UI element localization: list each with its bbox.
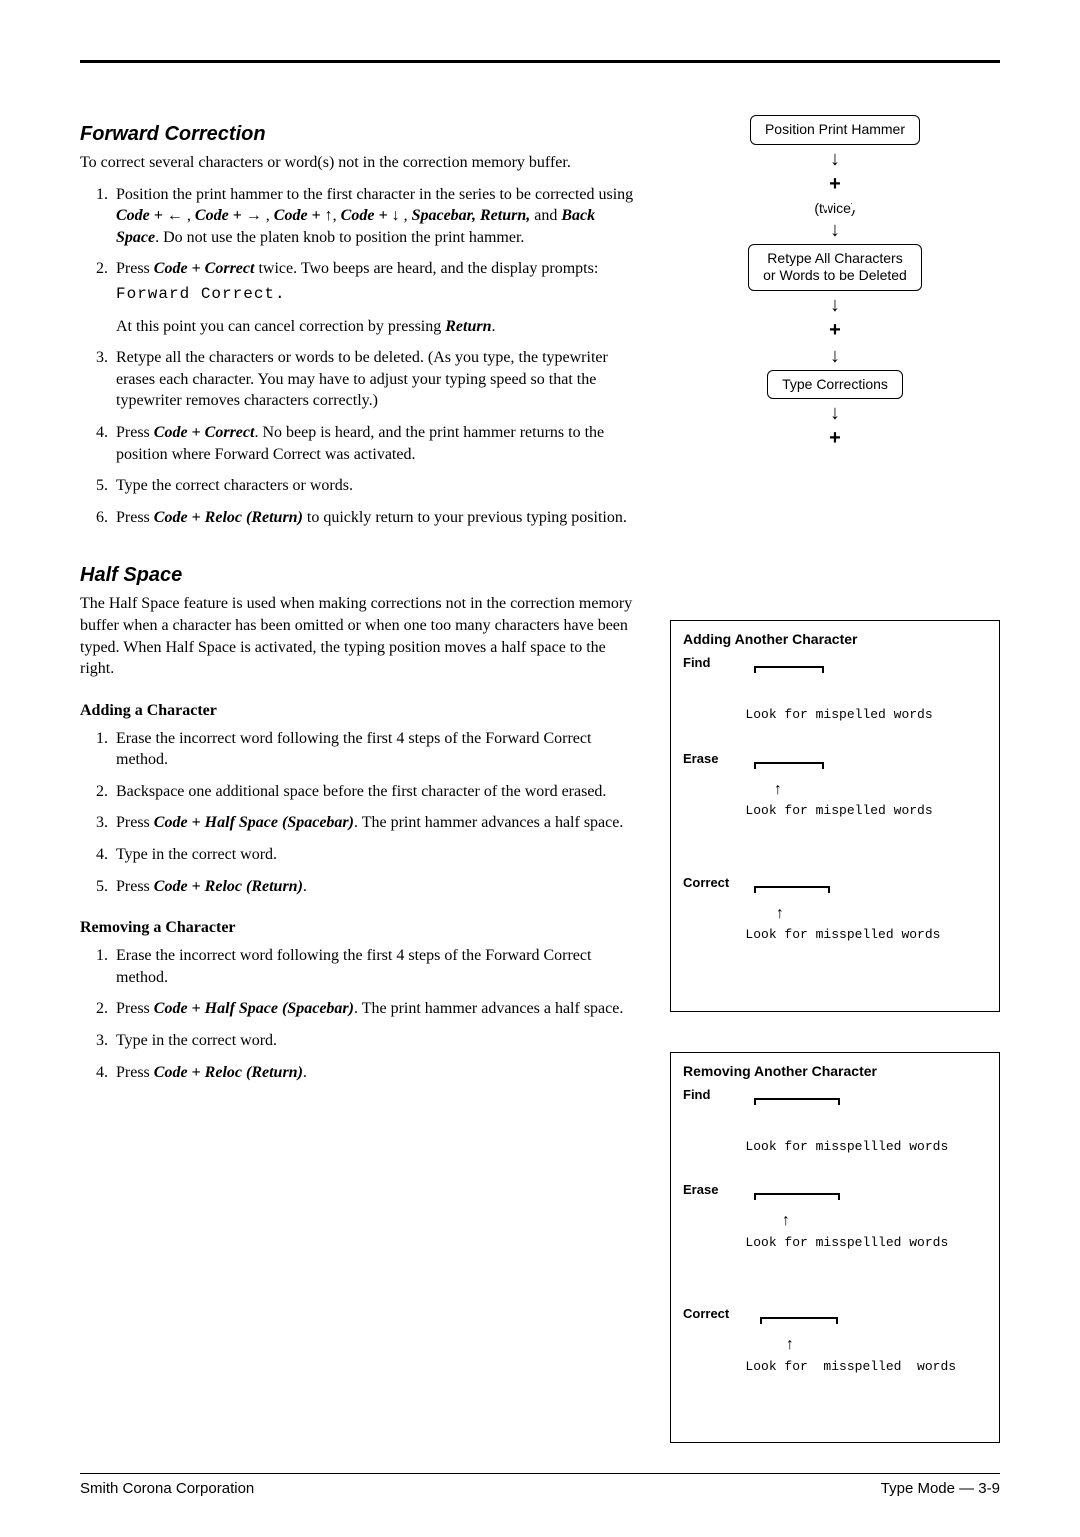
example-add-title: Adding Another Character xyxy=(683,631,987,647)
removing-character-steps: Erase the incorrect word following the f… xyxy=(80,945,640,1083)
forward-correction-steps: Position the print hammer to the first c… xyxy=(80,184,640,529)
example-add-find-label: Find xyxy=(683,655,987,670)
page-footer: Smith Corona Corporation Type Mode — 3-9 xyxy=(80,1473,1000,1497)
fc-step-3: Retype all the characters or words to be… xyxy=(112,347,640,412)
fc-step-4: Press Code + Correct. No beep is heard, … xyxy=(112,422,640,465)
rem-step-2: Press Code + Half Space (Spacebar). The … xyxy=(112,998,640,1020)
fc-step-6: Press Code + Reloc (Return) to quickly r… xyxy=(112,507,640,529)
bracket-icon xyxy=(754,1193,840,1200)
footer-left: Smith Corona Corporation xyxy=(80,1480,254,1497)
left-column: Forward Correction To correct several ch… xyxy=(80,123,640,1443)
bracket-icon xyxy=(754,762,824,769)
removing-character-heading: Removing a Character xyxy=(80,919,640,937)
arrow-up-icon: ↑ xyxy=(773,782,783,798)
example-add-erase-label: Erase xyxy=(683,751,987,766)
add-step-1: Erase the incorrect word following the f… xyxy=(112,728,640,771)
top-rule xyxy=(80,60,1000,63)
arrow-down-icon: ↓ xyxy=(830,220,840,240)
rem-step-1: Erase the incorrect word following the f… xyxy=(112,945,640,988)
example-add-erase-line: Look for mispelled words ↑ xyxy=(683,766,987,857)
bracket-icon xyxy=(754,1098,840,1105)
bracket-icon xyxy=(754,666,824,673)
footer-right: Type Mode — 3-9 xyxy=(881,1480,1000,1497)
example-removing-character: Removing Another Character Find Look for… xyxy=(670,1052,1000,1444)
example-rem-find-line: Look for misspellled words xyxy=(683,1102,987,1175)
flowchart-retype-box: Retype All Characters or Words to be Del… xyxy=(748,244,922,291)
add-step-4: Type in the correct word. xyxy=(112,844,640,866)
fc-step-2: Press Code + Correct twice. Two beeps ar… xyxy=(112,258,640,337)
rem-step-3: Type in the correct word. xyxy=(112,1030,640,1052)
arrow-down-icon: ↓ xyxy=(830,403,840,423)
example-add-correct-line: Look for misspelled words ↑ xyxy=(683,890,987,981)
half-space-intro: The Half Space feature is used when maki… xyxy=(80,593,640,679)
arrow-up-icon: ↑ xyxy=(775,906,785,922)
rem-step-4: Press Code + Reloc (Return). xyxy=(112,1062,640,1084)
page-body: Forward Correction To correct several ch… xyxy=(80,123,1000,1443)
right-column: Position Print Hammer ↓ Code + Correct (… xyxy=(670,123,1000,1443)
bracket-icon xyxy=(760,1317,838,1324)
flowchart: Position Print Hammer ↓ Code + Correct (… xyxy=(670,115,1000,450)
example-add-correct-label: Correct xyxy=(683,875,987,890)
example-add-find-line: Look for mispelled words xyxy=(683,670,987,743)
bracket-icon xyxy=(754,886,830,893)
arrow-up-icon: ↑ xyxy=(781,1213,791,1229)
half-space-heading: Half Space xyxy=(80,564,640,587)
arrow-up-icon: ↑ xyxy=(785,1337,795,1353)
flowchart-type-corrections: Type Corrections xyxy=(767,370,903,400)
arrow-down-icon: ↓ xyxy=(830,149,840,169)
example-rem-erase-line: Look for misspellled words ↑ xyxy=(683,1197,987,1288)
example-adding-character: Adding Another Character Find Look for m… xyxy=(670,620,1000,1012)
forward-correction-heading: Forward Correction xyxy=(80,123,640,146)
arrow-down-icon: ↓ xyxy=(830,295,840,315)
fc-step-5: Type the correct characters or words. xyxy=(112,475,640,497)
forward-correction-intro: To correct several characters or word(s)… xyxy=(80,152,640,174)
add-step-2: Backspace one additional space before th… xyxy=(112,781,640,803)
add-step-5: Press Code + Reloc (Return). xyxy=(112,876,640,898)
flowchart-code-return: Code + Return Reloc xyxy=(821,427,849,450)
adding-character-steps: Erase the incorrect word following the f… xyxy=(80,728,640,898)
fc-step-1: Position the print hammer to the first c… xyxy=(112,184,640,249)
flowchart-code-correct-2: Code + Correct xyxy=(821,319,849,342)
example-rem-correct-line: Look for misspelled words ↑ xyxy=(683,1321,987,1412)
flowchart-code-correct-1: Code + Correct xyxy=(821,173,849,196)
add-step-3: Press Code + Half Space (Spacebar). The … xyxy=(112,812,640,834)
flowchart-position-hammer: Position Print Hammer xyxy=(750,115,920,145)
arrow-down-icon: ↓ xyxy=(830,346,840,366)
example-rem-title: Removing Another Character xyxy=(683,1063,987,1079)
adding-character-heading: Adding a Character xyxy=(80,702,640,720)
forward-correct-prompt: Forward Correct. xyxy=(116,284,640,306)
